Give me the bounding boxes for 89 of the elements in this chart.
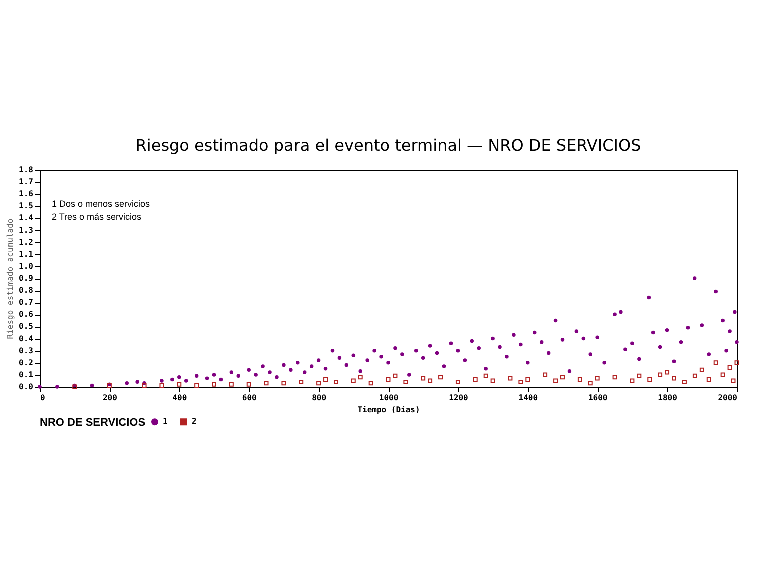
y-tick-label: 0.1 [19,370,34,380]
point [264,381,269,386]
x-tick-label: 2000 [718,394,738,402]
chart-title: Riesgo estimado para el evento terminal — NRO DE SERVICIOS [136,136,642,155]
point [526,378,530,382]
point [700,368,704,372]
y-tick-label: 1.6 [19,190,34,199]
x-tick-label: 1800 [658,394,678,402]
point [438,375,444,380]
point [714,360,718,366]
point [368,381,374,386]
point [728,365,732,370]
point [386,378,391,382]
point [706,378,712,382]
x-tick-label: 0 [40,394,46,402]
point [473,378,478,382]
point [194,384,200,388]
point [177,382,182,387]
y-tick-label: 0.3 [19,346,34,356]
point [637,374,642,378]
point [508,376,513,381]
point [484,374,488,378]
x-tick-label: 1400 [518,394,538,402]
point [731,378,736,384]
point [648,378,652,382]
point [282,381,286,386]
y-tick-label: 1.0 [19,262,34,271]
x-tick-label: 1000 [379,394,399,402]
point [316,381,322,386]
point [421,376,426,381]
point [246,382,252,387]
y-tick-label: 1.3 [19,226,34,235]
point [160,384,164,388]
y-tick-label: 0.9 [19,274,34,283]
x-tick-label: 1600 [588,394,608,402]
point [428,378,433,384]
point [595,376,600,381]
point [351,378,356,384]
legend-title: NRO DE SERVICIOS [40,417,146,429]
x-tick-label: 600 [242,394,258,402]
point [404,380,408,384]
point [665,370,670,375]
y-tick-label: 0.5 [19,322,34,332]
point [299,380,304,384]
x-axis-title: Tiempo (Días) [358,406,420,414]
x-tick-label: 800 [312,394,327,402]
point [692,374,698,378]
x-tick-label: 1200 [449,394,469,402]
annotation: 1 Dos o menos servicios [52,199,151,209]
y-tick-label: 0.7 [19,298,34,308]
y-tick-label: 1.4 [19,214,34,223]
y-tick-label: 1.2 [19,238,34,247]
point [543,372,548,378]
annotation: 2 Tres o más servicios [52,212,142,222]
y-axis-title: Riesgo estimado acumulado [6,218,16,340]
legend-label: 1 [163,417,168,426]
point [456,380,460,384]
point [612,375,618,380]
point [588,381,593,386]
point [393,374,398,378]
y-tick-label: 1.7 [19,178,34,187]
y-tick-label: 1.5 [19,202,34,211]
point [554,378,558,384]
y-tick-label: 0.2 [19,358,34,368]
point [560,375,565,380]
point [324,378,328,382]
point [229,382,234,387]
y-tick-label: 0.8 [19,286,34,296]
point [682,380,687,384]
point [358,375,363,380]
y-tick-label: 1.1 [19,250,34,259]
point [518,380,524,384]
point [720,372,726,378]
point [630,378,635,384]
point [672,376,676,381]
y-tick-label: 0.0 [19,382,34,392]
point [578,378,582,382]
point [734,360,740,366]
point [490,378,496,384]
point [142,384,147,388]
point [658,372,663,378]
x-tick-label: 400 [172,394,188,402]
legend-label: 2 [192,417,197,426]
x-tick-label: 200 [102,394,118,402]
point [212,382,216,387]
y-tick-label: 1.8 [19,166,34,174]
y-tick-label: 0.6 [19,310,34,320]
y-tick-label: 0.4 [19,334,34,344]
point [334,380,338,384]
